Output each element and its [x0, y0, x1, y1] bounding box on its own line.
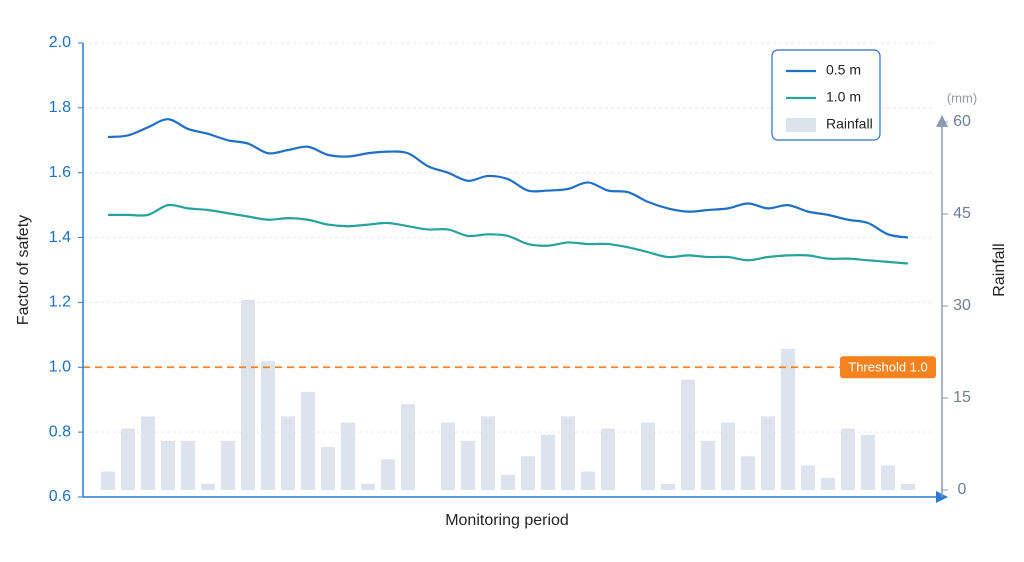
threshold-label: Threshold 1.0: [848, 360, 928, 375]
bar: [761, 416, 775, 490]
bar: [161, 440, 175, 490]
bar: [301, 391, 315, 490]
bar: [721, 422, 735, 490]
y-tick-label: 0.8: [49, 423, 71, 440]
bar: [361, 483, 375, 490]
bar: [561, 416, 575, 490]
threshold-label-box: [840, 356, 936, 379]
y-tick-label: 1.8: [49, 99, 71, 116]
bar: [881, 465, 895, 490]
y2-tick-label: 45: [953, 205, 971, 222]
bar: [901, 483, 915, 490]
bar: [481, 416, 495, 490]
legend-label: 1.0 m: [826, 89, 861, 105]
y2-tick-label: 30: [953, 297, 971, 314]
bar: [741, 456, 755, 490]
bar: [201, 483, 215, 490]
bar: [781, 348, 795, 490]
y-tick-label: 1.4: [49, 229, 71, 246]
bar: [321, 447, 335, 490]
bar: [521, 456, 535, 490]
bars: [101, 299, 915, 490]
bar: [501, 474, 515, 490]
x-axis-label: Monitoring period: [445, 512, 569, 529]
y-tick-label: 1.0: [49, 359, 71, 376]
bar: [821, 477, 835, 490]
y2-unit: (mm): [947, 90, 977, 105]
bar: [181, 440, 195, 490]
y-tick-label: 1.2: [49, 294, 71, 311]
bar: [641, 422, 655, 490]
bar: [841, 428, 855, 490]
bar: [701, 440, 715, 490]
bar: [601, 428, 615, 490]
legend-label: Rainfall: [826, 116, 873, 132]
axes: 0.6 0.8 1.0 1.2 1.4 1.6 1.8 2.0 0 15 30 45 60: [49, 34, 971, 505]
legend-label: 0.5 m: [826, 62, 861, 78]
y-axis-label: Factor of safety: [15, 215, 32, 325]
y-tick-label: 1.6: [49, 164, 71, 181]
bar: [801, 465, 815, 490]
bar: [101, 471, 115, 490]
bar: [681, 379, 695, 490]
bar: [121, 428, 135, 490]
bar: [661, 483, 675, 490]
bar: [581, 471, 595, 490]
legend-box: [771, 49, 881, 141]
legend-swatch: [786, 118, 816, 132]
y2-tick-label: 60: [953, 113, 971, 130]
bar: [341, 422, 355, 490]
bar: [281, 416, 295, 490]
bar: [461, 440, 475, 490]
y-tick-label: 2.0: [49, 34, 71, 51]
y2-axis-label: Rainfall: [991, 243, 1008, 296]
y2-tick-label: 0: [958, 481, 967, 498]
legend: 0.5 m 1.0 m Rainfall: [771, 49, 881, 141]
series-line: [107, 118, 909, 239]
bar: [261, 361, 275, 490]
bar: [861, 434, 875, 490]
bar: [241, 299, 255, 490]
bar: [541, 434, 555, 490]
bar: [141, 416, 155, 490]
series-line: [108, 203, 909, 265]
bar: [401, 404, 415, 490]
lines: Threshold 1.0: [83, 118, 936, 379]
y-tick-label: 0.6: [49, 488, 71, 505]
bar: [221, 440, 235, 490]
bar: [381, 459, 395, 490]
y2-tick-label: 15: [953, 389, 971, 406]
bar: [441, 422, 455, 490]
